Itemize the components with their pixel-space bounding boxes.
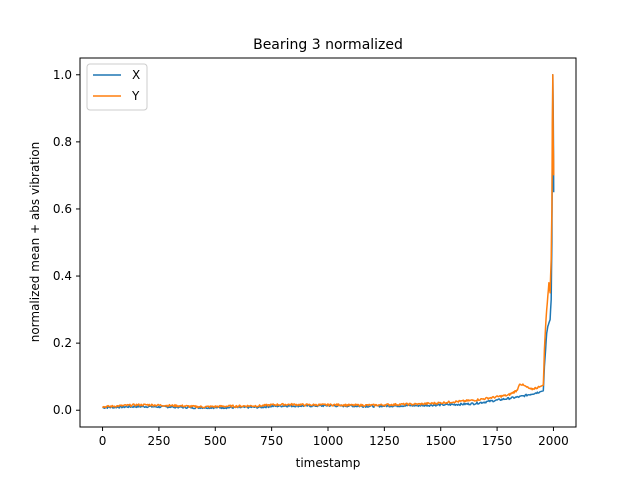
legend-label-y: Y <box>131 89 140 103</box>
x-axis-ticks: 0 250 500 750 1000 1250 1500 1750 2000 <box>99 427 569 448</box>
x-tick-label: 750 <box>260 434 283 448</box>
chart-title: Bearing 3 normalized <box>253 37 403 53</box>
x-tick-label: 2000 <box>538 434 569 448</box>
y-tick-label: 0.6 <box>53 202 72 216</box>
x-tick-label: 1250 <box>369 434 400 448</box>
series-layer <box>101 74 555 410</box>
series-line-y <box>101 74 555 409</box>
x-axis-label: timestamp <box>296 456 361 470</box>
x-tick-label: 250 <box>147 434 170 448</box>
y-tick-label: 0.0 <box>53 403 72 417</box>
y-axis-label: normalized mean + abs vibration <box>28 142 42 343</box>
x-tick-label: 500 <box>204 434 227 448</box>
y-tick-label: 0.4 <box>53 269 72 283</box>
y-tick-label: 1.0 <box>53 68 72 82</box>
x-tick-label: 1500 <box>425 434 456 448</box>
x-tick-label: 0 <box>99 434 107 448</box>
y-axis-ticks: 0.0 0.2 0.4 0.6 0.8 1.0 <box>53 68 80 417</box>
legend-label-x: X <box>132 68 140 82</box>
x-tick-label: 1000 <box>313 434 344 448</box>
legend: X Y <box>86 63 148 111</box>
y-tick-label: 0.2 <box>53 336 72 350</box>
x-tick-label: 1750 <box>482 434 513 448</box>
y-tick-label: 0.8 <box>53 135 72 149</box>
